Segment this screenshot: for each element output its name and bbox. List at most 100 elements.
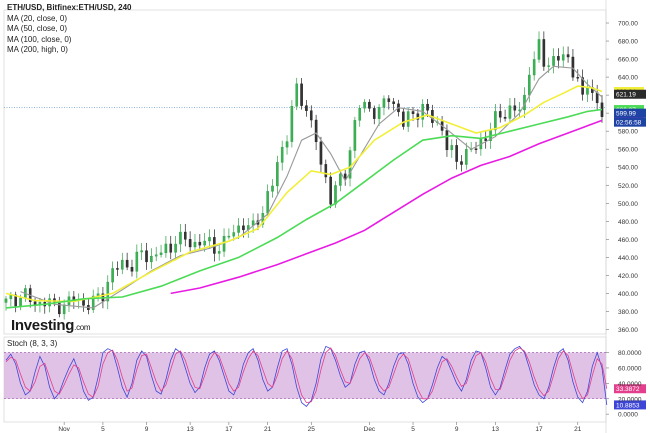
candle-body bbox=[465, 149, 468, 165]
price-flag-value-2: 02:56:58 bbox=[616, 120, 642, 127]
candle-body bbox=[295, 83, 299, 107]
candle-body bbox=[140, 250, 143, 253]
price-flag-0 bbox=[614, 89, 646, 99]
stoch-plot bbox=[4, 345, 608, 407]
stoch-line-0 bbox=[5, 345, 608, 407]
candle-body bbox=[285, 141, 289, 148]
candle-body bbox=[58, 301, 61, 315]
candle-body bbox=[232, 232, 236, 237]
candle-body bbox=[494, 111, 497, 131]
candle-body bbox=[353, 120, 357, 151]
candle-body bbox=[377, 107, 381, 119]
candle-body bbox=[62, 304, 66, 315]
brand-name: Investing bbox=[11, 317, 75, 334]
time-tick-label: 5 bbox=[101, 426, 105, 433]
investing-logo: Investing.com bbox=[11, 317, 91, 334]
candle-body bbox=[159, 252, 163, 255]
candle-body bbox=[426, 103, 429, 111]
candle-body bbox=[503, 117, 507, 119]
candle-body bbox=[174, 243, 177, 253]
candle-body bbox=[169, 243, 173, 253]
price-tick-label: 380.00 bbox=[618, 309, 638, 316]
candle-body bbox=[455, 145, 458, 162]
stoch-flag-value-0: 10.8853 bbox=[616, 402, 640, 409]
candle-body bbox=[528, 74, 531, 96]
candle-body bbox=[164, 243, 168, 254]
candle-body bbox=[319, 141, 323, 165]
legend-ma20: MA (20, close, 0) bbox=[7, 13, 68, 23]
price-flag-1 bbox=[614, 108, 646, 118]
price-tick-label: 640.00 bbox=[618, 75, 638, 82]
stoch-tick-label: 80.0000 bbox=[618, 350, 642, 357]
candle-body bbox=[91, 295, 95, 310]
candle-body bbox=[242, 225, 245, 231]
stoch-flag-value-1: 33.3872 bbox=[616, 386, 640, 393]
candle-body bbox=[416, 113, 420, 120]
candle-body bbox=[460, 161, 463, 165]
legend-ma200: MA (200, high, 0) bbox=[7, 45, 68, 54]
candle-body bbox=[372, 108, 376, 119]
candle-body bbox=[145, 250, 148, 263]
candle-body bbox=[542, 39, 546, 67]
candle-body bbox=[595, 92, 599, 104]
time-tick-label: 17 bbox=[535, 426, 543, 433]
candle-body bbox=[208, 237, 211, 242]
main-legend: ETH/USD, Bitfinex:ETH/USD, 240 MA (20, c… bbox=[7, 3, 131, 56]
candle-body bbox=[348, 150, 352, 179]
candle-body bbox=[266, 191, 269, 214]
candle-body bbox=[571, 56, 575, 78]
candle-body bbox=[135, 251, 139, 272]
stoch-tick-label: 0.0000 bbox=[618, 412, 638, 419]
stoch-tick-label: 20.0000 bbox=[618, 396, 642, 403]
stoch-flag-1 bbox=[614, 384, 646, 394]
candle-body bbox=[392, 101, 395, 105]
price-panel-frame bbox=[3, 9, 607, 335]
chart-title: ETH/USD, Bitfinex:ETH/USD, 240 bbox=[7, 3, 132, 12]
time-tick-label: 13 bbox=[492, 426, 500, 433]
price-tick-label: 540.00 bbox=[618, 165, 638, 172]
candle-body bbox=[309, 110, 313, 121]
candle-body bbox=[566, 54, 570, 58]
candle-body bbox=[474, 148, 478, 150]
candle-body bbox=[271, 185, 274, 192]
candle-body bbox=[387, 98, 391, 102]
candle-body bbox=[116, 268, 119, 270]
candle-body bbox=[193, 241, 197, 248]
candle-body bbox=[276, 162, 279, 187]
candle-body bbox=[300, 83, 303, 106]
candle-body bbox=[227, 235, 231, 238]
candle-body bbox=[498, 111, 502, 118]
candle-body bbox=[324, 164, 328, 178]
stoch-flag-0 bbox=[614, 400, 646, 410]
brand-suffix: .com bbox=[74, 323, 91, 332]
candle-body bbox=[106, 281, 110, 302]
price-tick-label: 460.00 bbox=[618, 237, 638, 244]
candle-body bbox=[203, 240, 206, 246]
candle-body bbox=[382, 98, 386, 108]
candle-body bbox=[4, 298, 8, 303]
candle-body bbox=[368, 101, 371, 109]
candle-body bbox=[532, 59, 536, 76]
candle-body bbox=[183, 231, 187, 240]
time-tick-label: 21 bbox=[574, 426, 582, 433]
candle-body bbox=[130, 266, 134, 272]
candle-body bbox=[411, 111, 415, 114]
stoch-tick-label: 40.0000 bbox=[618, 381, 642, 388]
candle-body bbox=[513, 105, 517, 111]
stoch-title: Stoch (8, 3, 3) bbox=[7, 339, 58, 348]
ma-line-3 bbox=[170, 119, 603, 295]
candle-body bbox=[576, 77, 580, 79]
price-flag-value-0: 621.19 bbox=[616, 92, 636, 99]
price-tick-label: 660.00 bbox=[618, 57, 638, 64]
candle-body bbox=[339, 173, 342, 186]
price-tick-label: 580.00 bbox=[618, 129, 638, 136]
candle-body bbox=[484, 138, 488, 142]
time-tick-label: 21 bbox=[264, 426, 272, 433]
candle-body bbox=[237, 225, 240, 233]
candle-body bbox=[406, 111, 410, 127]
candle-body bbox=[314, 119, 318, 143]
candle-body bbox=[586, 87, 589, 95]
candle-body bbox=[280, 146, 284, 163]
candle-body bbox=[14, 294, 17, 307]
